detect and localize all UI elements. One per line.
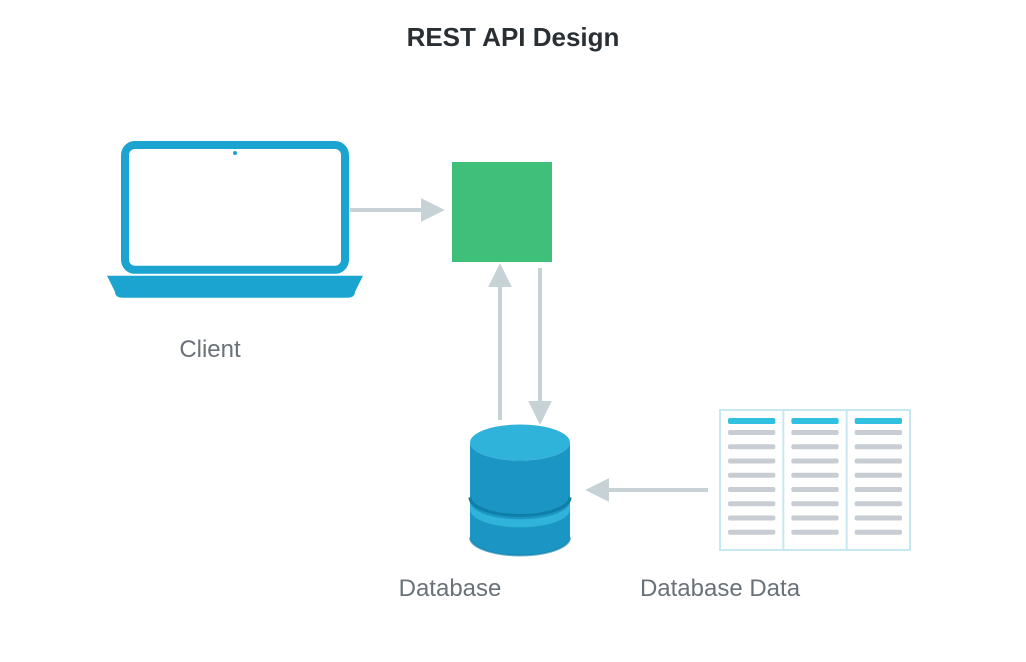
api-box [452,162,552,262]
database-icon [470,425,570,556]
table-icon [720,410,910,550]
diagram-canvas [0,0,1026,662]
laptop-icon [107,145,363,298]
